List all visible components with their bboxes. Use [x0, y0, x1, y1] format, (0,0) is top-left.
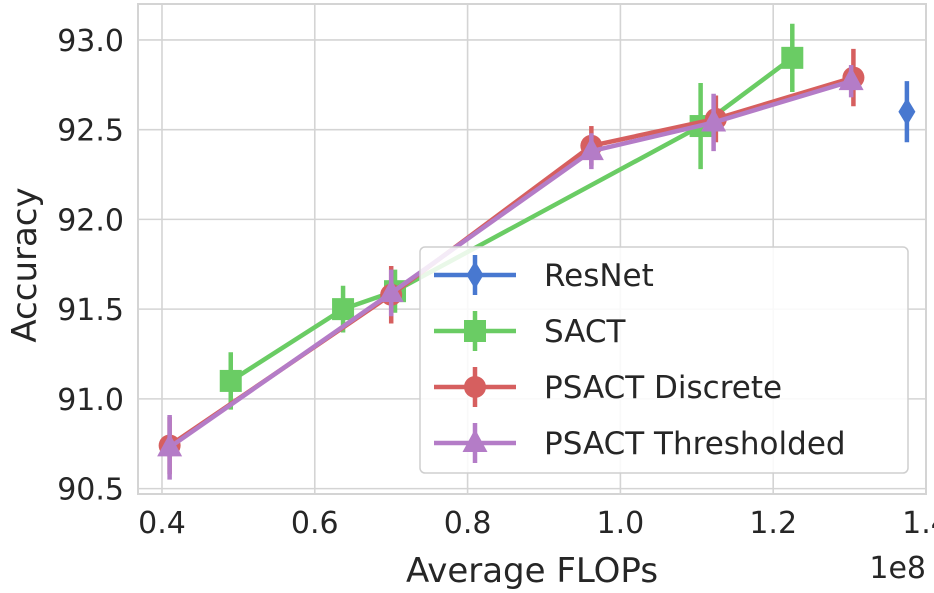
y-tick-label: 92.5 [57, 114, 124, 149]
psact-thresholded-point [701, 108, 727, 132]
legend-item-psact-discrete: PSACT Discrete [434, 367, 782, 407]
legend-label: SACT [544, 314, 627, 350]
y-tick-labels: 90.5 91.0 91.5 92.0 92.5 93.0 [57, 24, 124, 508]
series-layer [157, 23, 916, 480]
psact-thresholded-point [378, 278, 404, 302]
x-tick-label: 0.4 [138, 506, 186, 541]
x-tick-label: 1.2 [749, 506, 797, 541]
y-tick-label: 91.0 [57, 383, 124, 418]
legend-item-resnet: ResNet [434, 255, 654, 295]
psact-thresholded-point [157, 433, 183, 457]
y-tick-label: 90.5 [57, 473, 124, 508]
x-tick-label: 0.6 [291, 506, 339, 541]
sact-point [781, 46, 804, 69]
resnet-point [898, 97, 916, 126]
psact-thresholded-point [578, 137, 604, 161]
x-axis-label: Average FLOPs [406, 551, 658, 591]
x-axis-offset-label: 1e8 [869, 551, 926, 586]
legend-label: PSACT Discrete [544, 370, 782, 406]
legend-marker [464, 376, 486, 398]
y-tick-label: 93.0 [57, 24, 124, 59]
legend-marker [466, 261, 484, 289]
legend-label: ResNet [544, 258, 654, 294]
psact-thresholded-point [838, 67, 864, 91]
legend: ResNet SACT PSACT Discrete PSACT Thresholde… [419, 246, 909, 474]
y-tick-label: 92.0 [57, 203, 124, 238]
x-tick-labels: 0.4 0.6 0.8 1.0 1.2 1.4 [138, 506, 934, 541]
sact-point [332, 298, 355, 321]
legend-item-sact: SACT [434, 311, 627, 351]
y-axis-label: Accuracy [5, 187, 45, 342]
legend-item-psact-thresholded: PSACT Thresholded [434, 423, 846, 463]
legend-label: PSACT Thresholded [544, 426, 846, 462]
legend-marker [464, 320, 486, 342]
plot-frame [137, 3, 927, 495]
y-tick-label: 91.5 [57, 293, 124, 328]
x-tick-label: 1.4 [902, 506, 934, 541]
series-resnet [898, 81, 916, 143]
legend-box [419, 246, 909, 474]
legend-marker [462, 429, 488, 452]
x-tick-label: 0.8 [444, 506, 492, 541]
x-tick-label: 1.0 [597, 506, 645, 541]
sact-point [219, 369, 242, 392]
series-psact-thresholded [157, 65, 864, 480]
